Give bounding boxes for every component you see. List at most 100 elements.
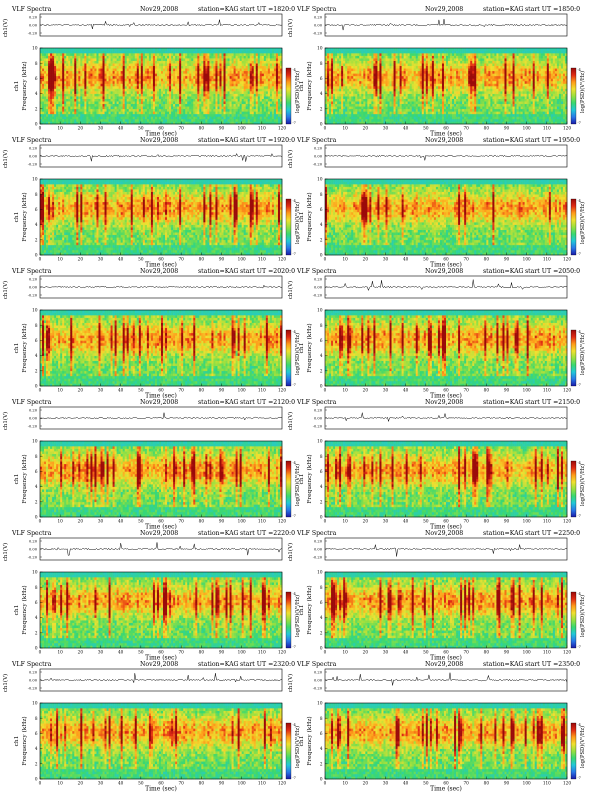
spectrogram-cell xyxy=(266,91,268,94)
spectrogram-cell xyxy=(82,101,84,104)
spectrogram-cell xyxy=(404,73,406,76)
spectrogram-cell xyxy=(367,76,369,79)
spectrogram-cell xyxy=(123,104,125,107)
spectrogram-cell xyxy=(375,111,377,114)
spectrogram-cell xyxy=(123,73,125,76)
spectrogram-cell xyxy=(363,61,365,64)
spectrogram-cell xyxy=(90,68,92,71)
spectrogram-cell xyxy=(191,56,193,59)
spectrogram-cell xyxy=(276,111,278,114)
spectrogram-cell xyxy=(78,51,80,54)
spectrogram-cell xyxy=(177,106,179,109)
spectrogram-cell xyxy=(133,114,135,117)
spectrogram-cell xyxy=(183,101,185,104)
spectrogram-cell xyxy=(123,119,125,122)
spectrogram-cell xyxy=(143,86,145,89)
spectrogram-cell xyxy=(92,96,94,99)
spectrogram-cell xyxy=(84,106,86,109)
spectrogram-cell xyxy=(353,119,355,122)
spectrogram-cell xyxy=(203,116,205,119)
spectrogram-cell xyxy=(111,48,113,51)
spectrogram-cell xyxy=(157,89,159,92)
spectrogram-cell xyxy=(143,78,145,81)
spectrogram-cell xyxy=(181,104,183,107)
spectrogram-cell xyxy=(187,81,189,84)
spectrogram-cell xyxy=(381,114,383,117)
spectrogram-cell xyxy=(195,53,197,56)
spectrogram-cell xyxy=(90,66,92,69)
spectrogram-cell xyxy=(187,101,189,104)
spectrogram-cell xyxy=(353,76,355,79)
spectrogram-cell xyxy=(355,109,357,112)
spectrogram-cell xyxy=(56,106,58,109)
spectrogram-cell xyxy=(88,73,90,76)
spectrogram-cell xyxy=(191,76,193,79)
spectrogram-cell xyxy=(388,81,390,84)
spectrogram-cell xyxy=(88,78,90,81)
spectrogram-cell xyxy=(64,63,66,66)
spectrogram-cell xyxy=(52,101,54,104)
spectrogram-cell xyxy=(181,53,183,56)
spectrogram-cell xyxy=(133,99,135,102)
spectrogram-cell xyxy=(86,89,88,92)
spectrogram-cell xyxy=(60,71,62,74)
spectrogram-cell xyxy=(129,81,131,84)
spectrogram-cell xyxy=(161,58,163,61)
spectrogram-cell xyxy=(337,106,339,109)
spectrogram-cell xyxy=(252,73,254,76)
spectrogram-cell xyxy=(80,94,82,97)
spectrogram-cell xyxy=(76,116,78,119)
spectrogram-cell xyxy=(197,94,199,97)
spectrogram-cell xyxy=(215,66,217,69)
spectrogram-cell xyxy=(404,86,406,89)
spectrogram-cell xyxy=(219,104,221,107)
spectrogram-cell xyxy=(371,101,373,104)
spectrogram-cell xyxy=(410,71,412,74)
spectrogram-cell xyxy=(151,101,153,104)
spectrogram-cell xyxy=(117,91,119,94)
spectrogram-cell xyxy=(62,53,64,56)
spectrogram-cell xyxy=(228,101,230,104)
spectrogram-cell xyxy=(369,86,371,89)
spectrogram-cell xyxy=(246,58,248,61)
spectrogram-cell xyxy=(219,71,221,74)
spectrogram-cell xyxy=(248,58,250,61)
spectrogram-cell xyxy=(88,53,90,56)
spectrogram-cell xyxy=(357,73,359,76)
spectrogram-cell xyxy=(163,86,165,89)
spectrogram-cell xyxy=(76,89,78,92)
spectrogram-cell xyxy=(373,56,375,59)
spectrogram-cell xyxy=(98,104,100,107)
spectrogram-cell xyxy=(396,111,398,114)
spectrogram-cell xyxy=(107,56,109,59)
spectrogram-cell xyxy=(238,99,240,102)
spectrogram-cell xyxy=(361,61,363,64)
spectrogram-cell xyxy=(345,58,347,61)
spectrogram-cell xyxy=(60,116,62,119)
spectrogram-cell xyxy=(141,111,143,114)
spectrogram-cell xyxy=(141,86,143,89)
spectrogram-cell xyxy=(345,81,347,84)
spectrogram-cell xyxy=(252,99,254,102)
spectrogram-cell xyxy=(185,106,187,109)
spectrogram-cell xyxy=(115,109,117,112)
spectrogram-cell xyxy=(248,71,250,74)
spectrogram-cell xyxy=(117,71,119,74)
spectrogram-cell xyxy=(155,81,157,84)
spectrogram-cell xyxy=(408,76,410,79)
spectrogram-cell xyxy=(74,83,76,86)
spectrogram-cell xyxy=(82,86,84,89)
spectrogram-cell xyxy=(333,99,335,102)
spectrogram-cell xyxy=(153,78,155,81)
spectrogram-cell xyxy=(230,76,232,79)
spectrogram-cell xyxy=(406,68,408,71)
spectrogram-cell xyxy=(252,101,254,104)
spectrogram-cell xyxy=(242,61,244,64)
spectrogram-cell xyxy=(410,68,412,71)
spectrogram-cell xyxy=(274,71,276,74)
spectrogram-cell xyxy=(355,116,357,119)
spectrogram-cell xyxy=(153,101,155,104)
spectrogram-cell xyxy=(230,111,232,114)
spectrogram-cell xyxy=(56,116,58,119)
spectrogram-cell xyxy=(230,58,232,61)
